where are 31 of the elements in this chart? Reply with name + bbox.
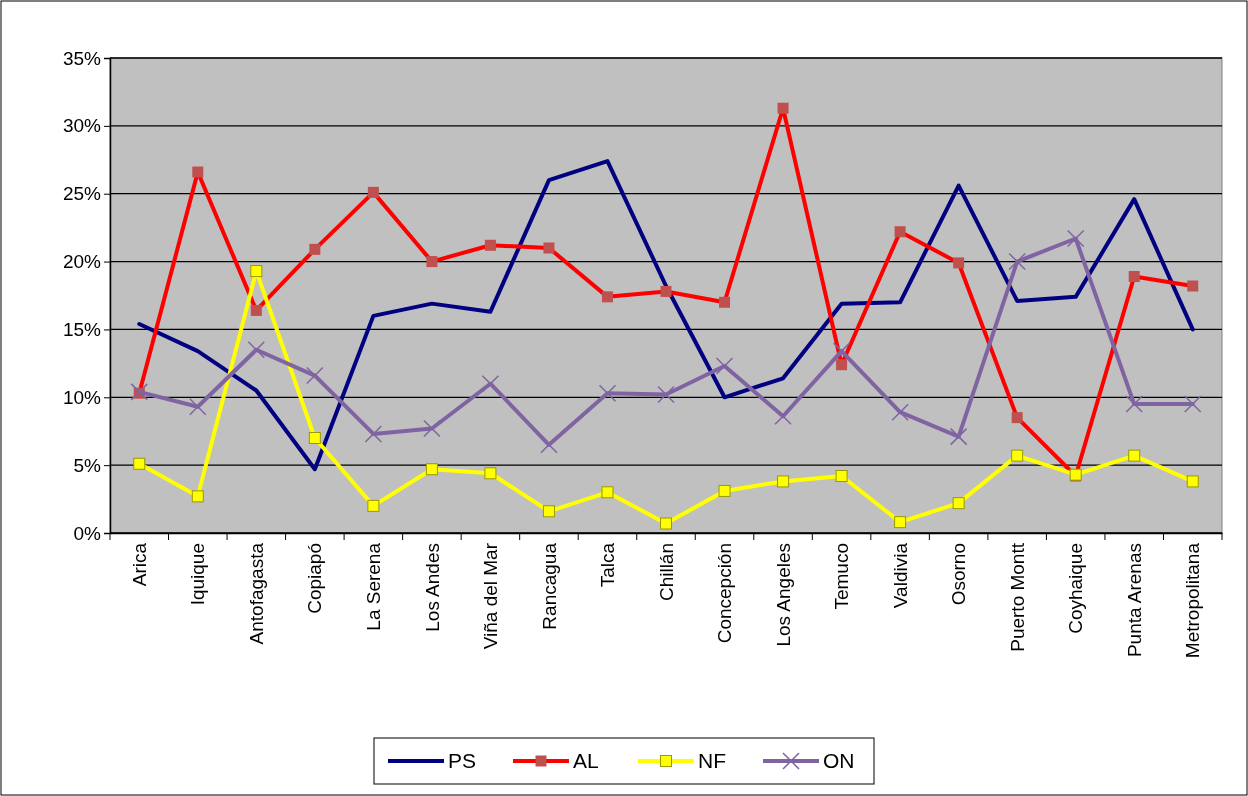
y-tick-label: 10%	[62, 386, 102, 408]
legend-label: NF	[698, 749, 726, 773]
y-tick-label: 20%	[62, 251, 102, 273]
x-tick-label: Rancagua	[538, 542, 560, 630]
legend-label: PS	[448, 749, 477, 773]
x-tick-label: Los Andes	[421, 543, 443, 632]
y-tick-label: 35%	[62, 47, 102, 69]
x-tick-label: Puerto Montt	[1006, 542, 1028, 652]
y-tick-label: 15%	[62, 319, 102, 341]
x-tick-label: Talca	[597, 542, 619, 588]
x-tick-label: Copiapó	[304, 543, 326, 614]
x-tick-label: Coyhaique	[1065, 543, 1087, 634]
x-tick-label: Temuco	[831, 543, 853, 610]
x-tick-label: Metropolitana	[1182, 542, 1204, 659]
x-tick-label: Osorno	[948, 543, 970, 606]
y-tick-label: 25%	[62, 183, 102, 205]
x-tick-label: Viña del Mar	[480, 542, 502, 650]
legend-label: ON	[823, 749, 855, 773]
x-tick-label: La Serena	[363, 542, 385, 631]
x-tick-label: Valdivia	[889, 542, 911, 609]
x-tick-label: Los Angeles	[772, 543, 794, 647]
x-tick-label: Punta Arenas	[1123, 543, 1145, 658]
x-tick-label: Chillán	[655, 543, 677, 602]
x-tick-label: Antofagasta	[245, 542, 267, 645]
legend-label: AL	[573, 749, 599, 773]
y-tick-label: 5%	[73, 454, 102, 476]
x-tick-label: Iquique	[187, 543, 209, 606]
y-tick-label: 30%	[62, 115, 102, 137]
x-tick-label: Arica	[128, 542, 150, 587]
y-tick-label: 0%	[73, 522, 102, 544]
x-tick-label: Concepción	[714, 543, 736, 644]
